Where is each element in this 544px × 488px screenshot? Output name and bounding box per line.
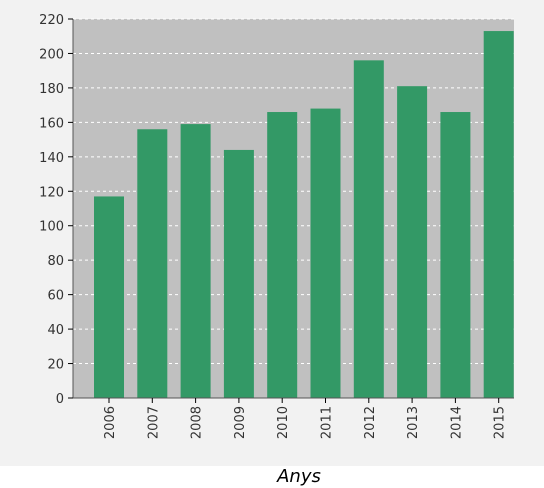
x-tick-label: 2007 (146, 406, 161, 439)
x-axis-label: Anys (276, 466, 321, 487)
axes (72, 19, 514, 399)
bar-2015 (483, 31, 514, 399)
y-tick-label: 60 (47, 289, 64, 304)
bar-2007 (137, 129, 168, 398)
y-tick-label: 0 (56, 392, 64, 407)
bars (94, 31, 514, 399)
y-tick-label: 20 (47, 358, 64, 373)
x-axis-ticks: 2006 2007 2008 2009 2010 2011 2012 2013 2014 2015 (103, 398, 508, 439)
x-tick-label: 2010 (276, 406, 291, 439)
bar-2014 (440, 112, 471, 398)
y-axis-ticks: 0 20 40 60 80 100 120 140 160 180 200 220 (39, 13, 73, 407)
y-tick-label: 80 (47, 254, 64, 269)
bar-2010 (267, 112, 298, 398)
x-tick-label: 2015 (493, 406, 508, 439)
y-tick-label: 200 (39, 47, 64, 62)
y-tick-label: 160 (39, 116, 64, 131)
y-tick-label: 180 (39, 82, 64, 97)
bar-2006 (94, 196, 124, 398)
x-tick-label: 2012 (363, 406, 378, 439)
x-tick-label: 2011 (320, 406, 335, 439)
x-tick-label: 2014 (449, 406, 464, 439)
y-tick-label: 100 (39, 220, 64, 235)
y-tick-label: 40 (47, 323, 64, 338)
bar-2011 (310, 108, 341, 398)
x-tick-label: 2009 (233, 406, 248, 439)
x-tick-label: 2013 (406, 406, 421, 439)
x-tick-label: 2006 (103, 406, 118, 439)
bar-2008 (180, 124, 211, 398)
y-tick-label: 140 (39, 151, 64, 166)
bar-2012 (353, 60, 384, 398)
bar-2009 (223, 149, 254, 398)
y-tick-label: 120 (39, 185, 64, 200)
x-tick-label: 2008 (190, 406, 205, 439)
y-tick-label: 220 (39, 13, 64, 28)
bar-2013 (397, 86, 428, 398)
